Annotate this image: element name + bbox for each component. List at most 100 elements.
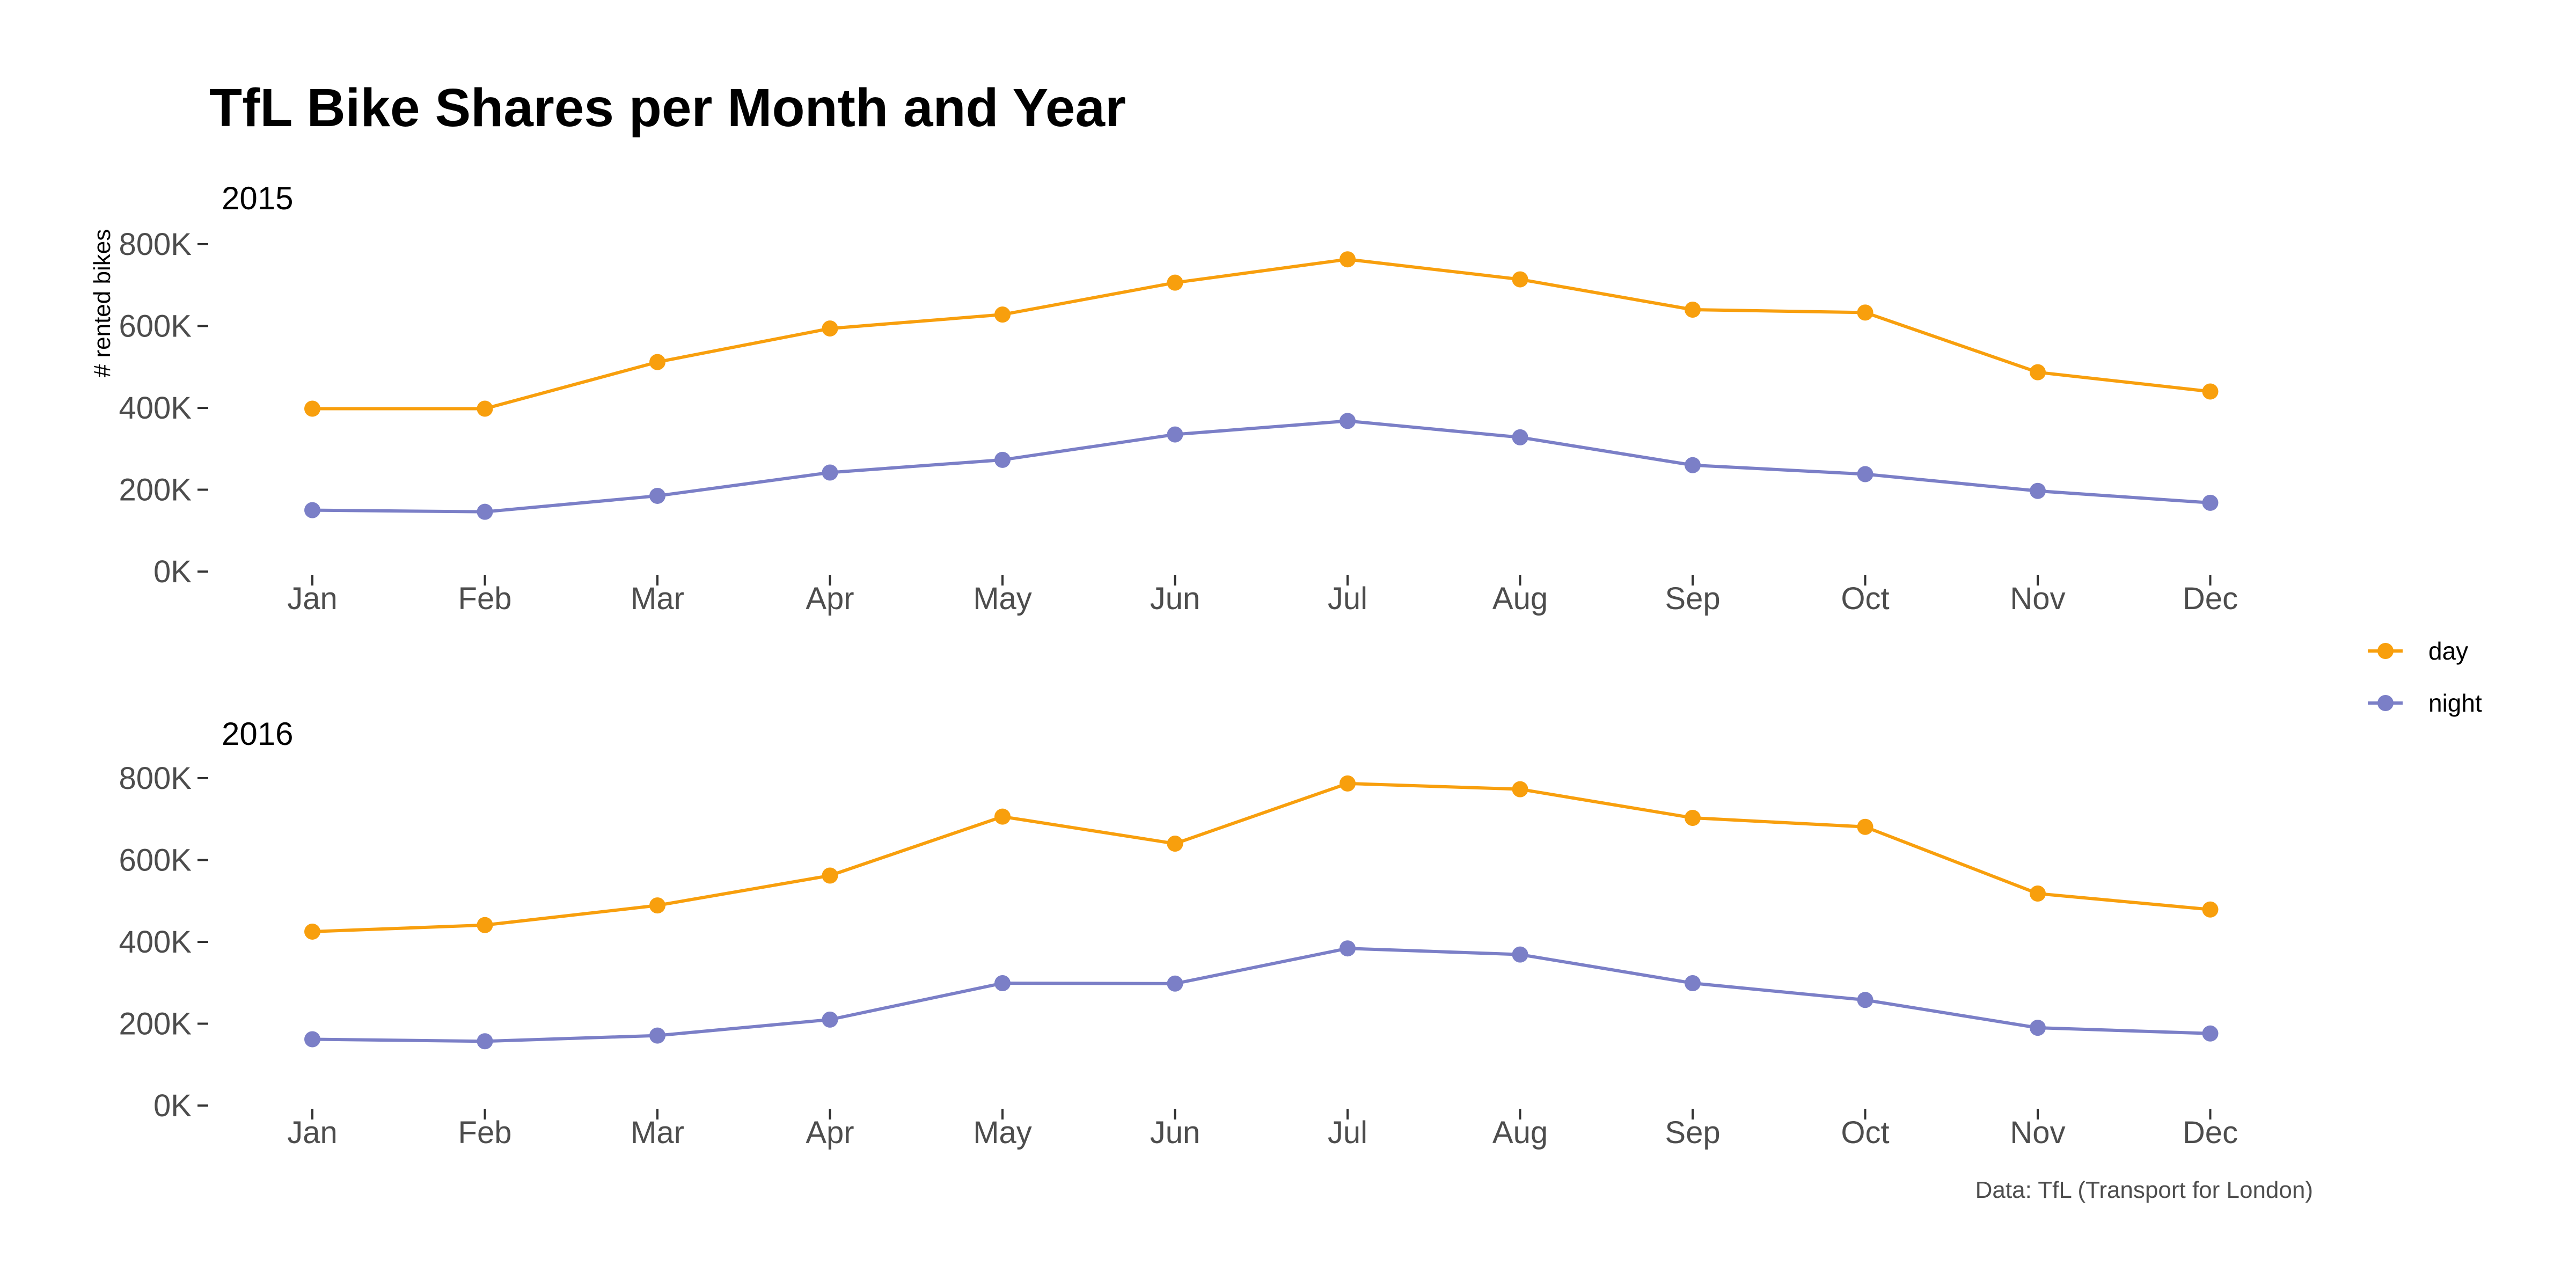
data-point-night	[649, 487, 665, 504]
x-tick-label: Apr	[806, 581, 854, 616]
y-tick-label: 0K	[153, 554, 192, 589]
panel-2015: 2015 0K 200K 400K 600K 800K Jan Feb Mar Apr May Jun…	[119, 180, 2238, 616]
data-point-night	[2202, 494, 2219, 511]
y-tick-label: 400K	[119, 391, 192, 426]
y-tick-label: 200K	[119, 1007, 192, 1042]
data-point-night	[477, 503, 493, 520]
x-tick-label: Oct	[1841, 1115, 1889, 1150]
x-tick-label: Aug	[1492, 1115, 1548, 1150]
x-tick-label: Jan	[287, 581, 338, 616]
data-point-day	[1685, 302, 1701, 318]
data-point-night	[1340, 413, 1356, 429]
data-point-day	[1340, 775, 1356, 792]
data-point-day	[2202, 901, 2219, 918]
data-point-day	[994, 306, 1011, 323]
data-point-night	[2030, 482, 2046, 499]
x-tick-label: Apr	[806, 1115, 854, 1150]
x-tick-label: Mar	[631, 581, 684, 616]
facet-label: 2015	[222, 180, 293, 216]
data-point-day	[1167, 836, 1183, 852]
data-point-night	[1512, 429, 1528, 445]
data-point-night	[1512, 946, 1528, 963]
legend: day night	[2368, 637, 2482, 717]
y-tick-label: 800K	[119, 761, 192, 796]
data-point-night	[994, 975, 1011, 992]
legend-item-day: day	[2368, 637, 2468, 665]
data-point-night	[1857, 466, 1874, 482]
data-point-day	[822, 867, 838, 884]
series-line-night	[312, 947, 2211, 1043]
data-point-night	[2202, 1025, 2219, 1042]
x-tick-label: Dec	[2183, 1115, 2238, 1150]
x-tick-label: Dec	[2183, 581, 2238, 616]
data-point-day	[649, 897, 665, 914]
data-point-day	[2202, 383, 2219, 400]
data-point-day	[1685, 809, 1701, 826]
data-point-night	[1857, 992, 1874, 1008]
data-point-day	[1167, 274, 1183, 291]
data-point-day	[304, 400, 320, 417]
data-point-day	[649, 354, 665, 370]
data-point-night	[1340, 940, 1356, 957]
data-point-day	[1857, 304, 1874, 321]
series-line-night	[312, 419, 2211, 514]
x-tick-label: Jul	[1328, 581, 1367, 616]
x-tick-label: Sep	[1665, 1115, 1720, 1150]
chart-title: TfL Bike Shares per Month and Year	[209, 78, 1126, 138]
data-point-night	[304, 502, 320, 518]
data-point-day	[1512, 271, 1528, 288]
x-tick-label: Feb	[458, 581, 512, 616]
x-tick-label: Aug	[1492, 581, 1548, 616]
panel-2016: 2016 0K 200K 400K 600K 800K Jan Feb Mar Apr May Jun…	[119, 716, 2238, 1150]
x-tick-label: Jun	[1150, 581, 1201, 616]
x-tick-label: Nov	[2010, 1115, 2065, 1150]
data-point-day	[2030, 885, 2046, 902]
data-point-night	[1685, 975, 1701, 992]
data-point-day	[1340, 251, 1356, 268]
data-point-night	[2030, 1020, 2046, 1036]
x-tick-label: Jan	[287, 1115, 338, 1150]
x-tick-label: May	[973, 581, 1032, 616]
x-tick-label: May	[973, 1115, 1032, 1150]
x-tick-label: Feb	[458, 1115, 512, 1150]
data-point-day	[477, 917, 493, 933]
data-point-day	[2030, 364, 2046, 380]
x-tick-label: Jul	[1328, 1115, 1367, 1150]
y-axis-title: # rented bikes	[89, 229, 115, 377]
data-point-night	[994, 451, 1011, 468]
panels: 2015 0K 200K 400K 600K 800K Jan Feb Mar Apr May Jun…	[119, 180, 2238, 1150]
data-point-day	[304, 923, 320, 940]
data-point-night	[822, 1011, 838, 1028]
data-point-day	[994, 808, 1011, 825]
y-tick-label: 400K	[119, 925, 192, 960]
data-point-night	[477, 1033, 493, 1050]
x-tick-label: Oct	[1841, 581, 1889, 616]
data-point-night	[1167, 426, 1183, 443]
data-point-night	[649, 1027, 665, 1044]
series-line-day	[312, 781, 2211, 933]
data-point-night	[822, 464, 838, 481]
y-tick-label: 600K	[119, 309, 192, 344]
series-line-day	[312, 258, 2211, 411]
legend-item-night: night	[2368, 689, 2482, 717]
legend-key-point	[2377, 695, 2394, 711]
caption: Data: TfL (Transport for London)	[1975, 1177, 2313, 1203]
facet-label: 2016	[222, 716, 293, 752]
x-tick-label: Jun	[1150, 1115, 1201, 1150]
legend-key-point	[2377, 643, 2394, 659]
legend-label: night	[2428, 689, 2482, 717]
legend-label: day	[2428, 637, 2468, 665]
data-point-day	[1512, 781, 1528, 797]
data-point-night	[1167, 975, 1183, 992]
y-tick-label: 800K	[119, 227, 192, 262]
x-tick-label: Mar	[631, 1115, 684, 1150]
data-point-day	[1857, 818, 1874, 835]
x-tick-label: Sep	[1665, 581, 1720, 616]
data-point-night	[1685, 457, 1701, 473]
y-tick-label: 0K	[153, 1088, 192, 1123]
x-tick-label: Nov	[2010, 581, 2065, 616]
y-tick-label: 200K	[119, 473, 192, 508]
data-point-night	[304, 1031, 320, 1048]
data-point-day	[822, 320, 838, 337]
